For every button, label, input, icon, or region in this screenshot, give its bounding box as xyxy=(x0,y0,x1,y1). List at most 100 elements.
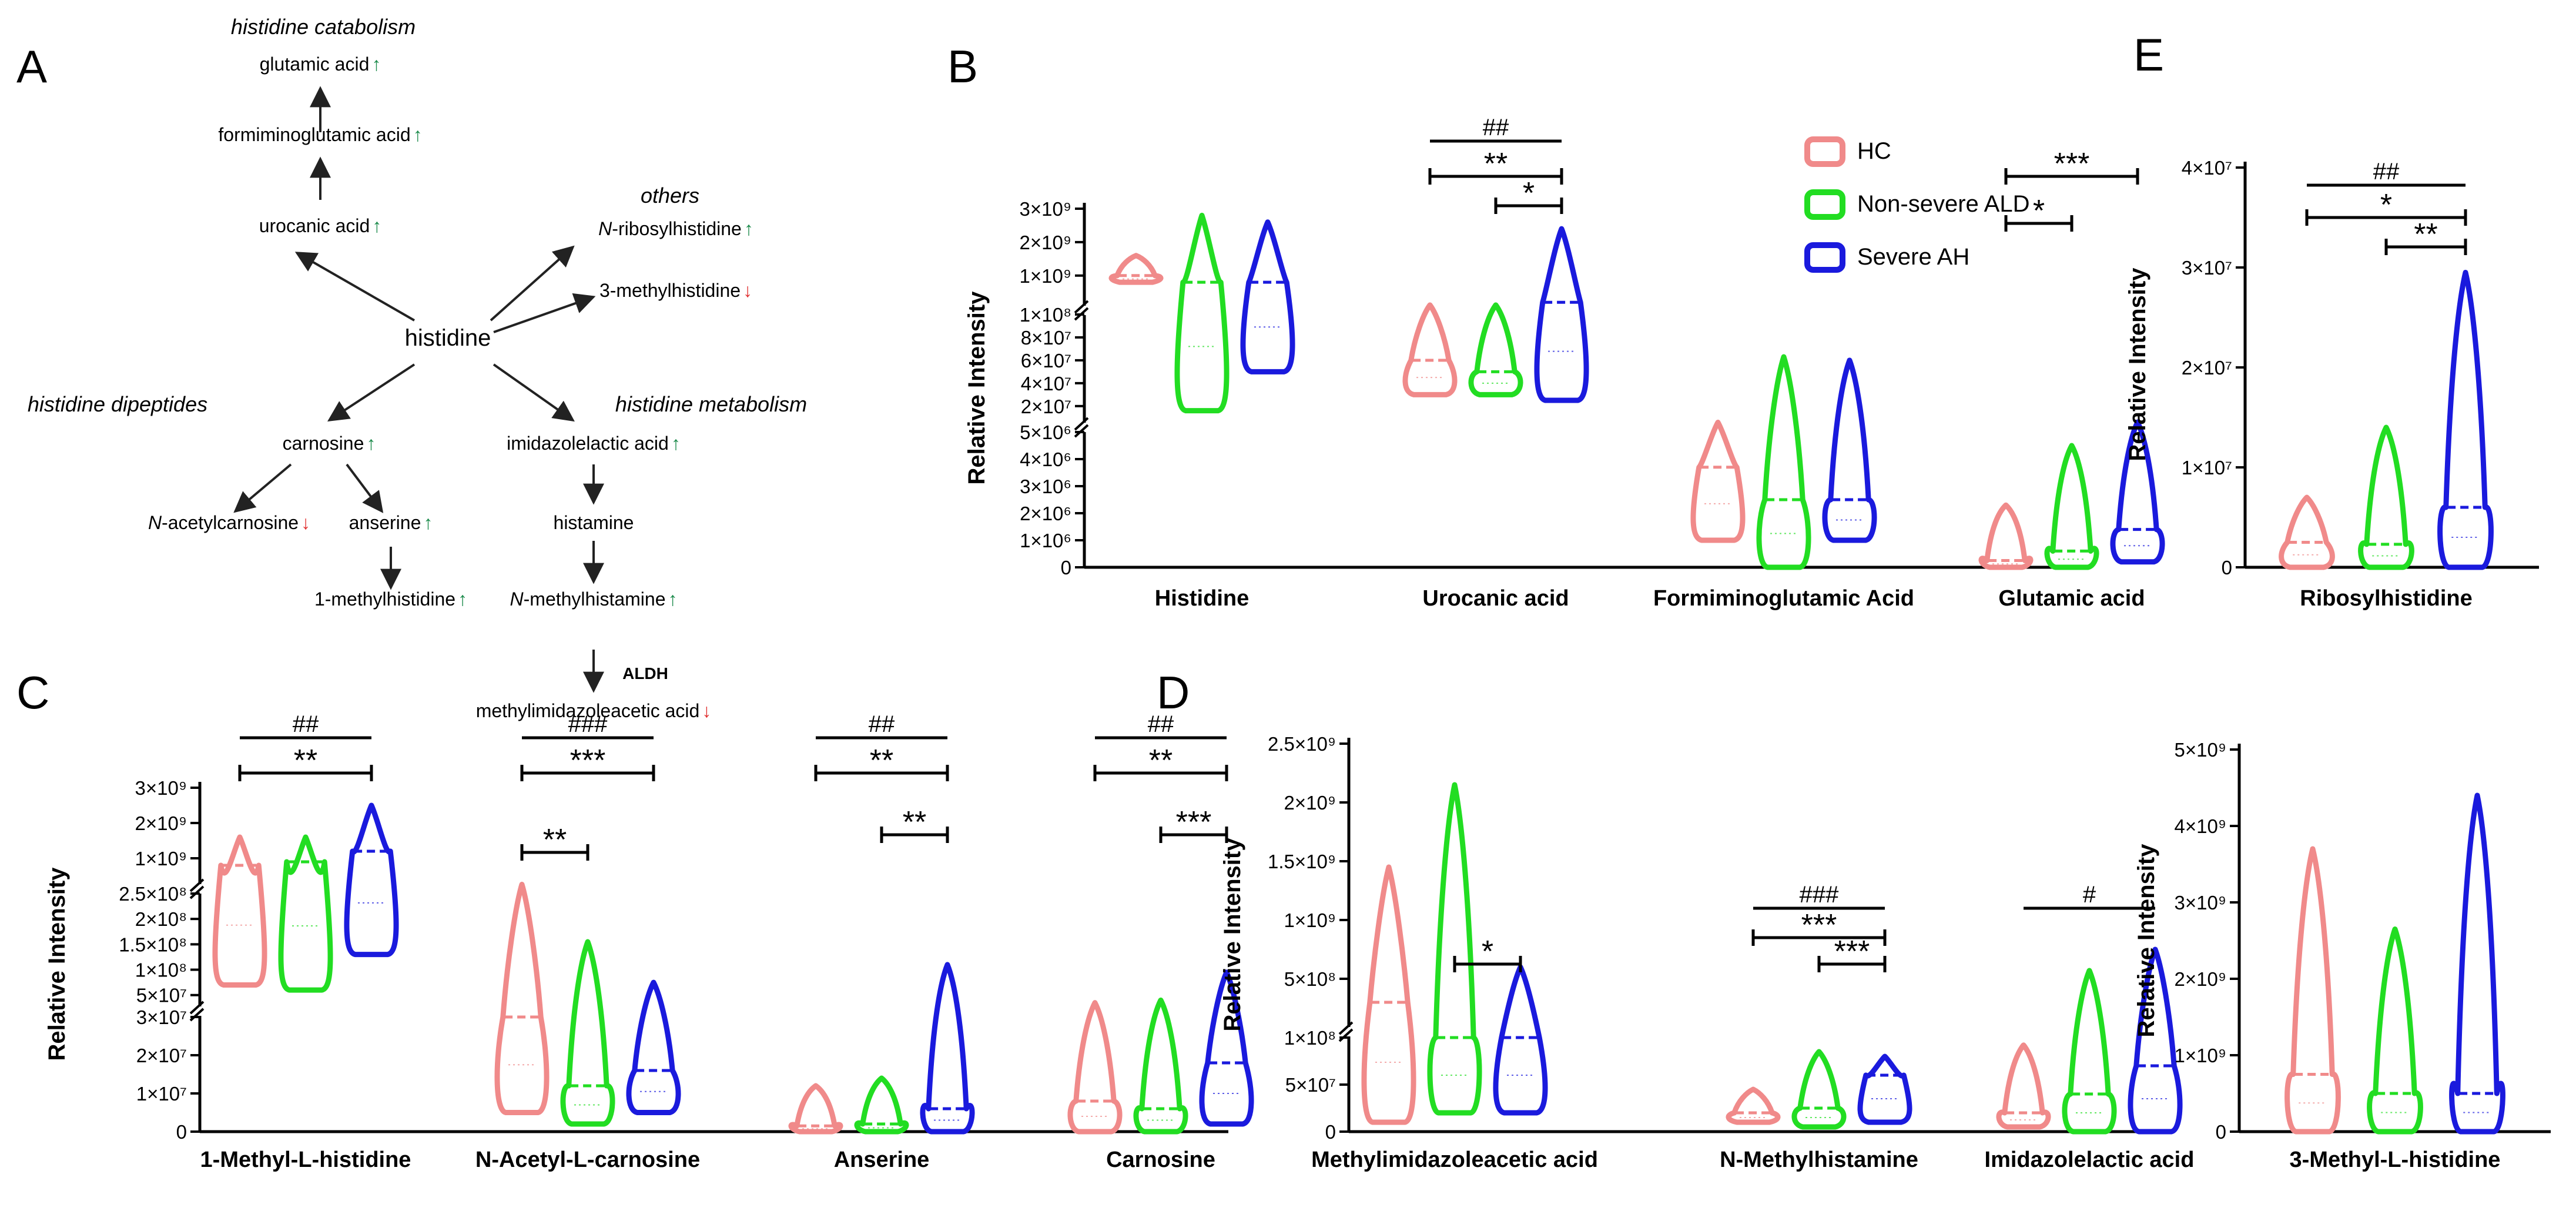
violin-nonsevere xyxy=(278,834,333,993)
arrow-his-3methyl xyxy=(493,293,596,333)
chart-D: 0 5×10⁷ 1×10⁸ 5×10⁸ 1×10⁹ 1.5×10⁹ 2×10⁹ 2.5×10⁹… xyxy=(1220,733,2194,1172)
significance-label: # xyxy=(2083,882,2096,908)
category-label: Ribosylhistidine xyxy=(2300,586,2472,611)
significance-label: ## xyxy=(1148,711,1174,737)
significance-label: ** xyxy=(543,823,567,857)
y-tick-label: 2×10⁷ xyxy=(136,1045,187,1066)
arrow-his-carnosine xyxy=(327,363,416,421)
violin-hc xyxy=(1978,502,2034,570)
violin-hc xyxy=(1067,1000,1123,1135)
pathway-node-anserine: anserine ↑ xyxy=(349,512,433,533)
y-axis-label: Relative Intensity xyxy=(2125,267,2150,461)
title-metabolism: histidine metabolism xyxy=(615,392,807,416)
violin-nonsevere xyxy=(1756,354,1811,570)
y-tick-label: 4×10⁷ xyxy=(1021,373,1071,394)
y-axis-label: Relative Intensity xyxy=(1220,838,1245,1032)
legend-label-severe: Severe AH xyxy=(1857,244,1969,270)
y-tick-label: 8×10⁷ xyxy=(1021,327,1071,349)
violin-nonsevere xyxy=(1468,302,1523,397)
category-label: Imidazolelactic acid xyxy=(1985,1148,2195,1172)
y-tick-label: 4×10⁶ xyxy=(1020,449,1071,470)
y-tick-label: 1×10⁹ xyxy=(2175,1045,2226,1066)
y-tick-label: 2×10⁷ xyxy=(1021,396,1071,417)
y-tick-label: 3×10⁷ xyxy=(2182,257,2232,279)
title-catabolism: histidine catabolism xyxy=(231,15,416,39)
violin-nonsevere xyxy=(1133,997,1188,1135)
y-tick-label: 2.5×10⁸ xyxy=(119,883,187,905)
category-label: Glutamic acid xyxy=(1998,586,2145,611)
legend-swatch-severe xyxy=(1804,242,1845,273)
violin-nonsevere xyxy=(2367,926,2423,1135)
significance-label: ** xyxy=(1484,147,1508,181)
category-label: Anserine xyxy=(834,1148,930,1172)
panel-letter-d: D xyxy=(1157,667,1190,718)
y-tick-label: 2×10⁹ xyxy=(1284,792,1336,814)
violin-nonsevere xyxy=(1791,1049,1847,1130)
enzyme-label: ALDH xyxy=(622,664,668,683)
chart-B: 0 1×10⁶ 2×10⁶ 3×10⁶ 4×10⁶ 5×10⁶ 2×10⁷4×10⁷6×10… xyxy=(964,115,2165,611)
y-tick-label: 1.5×10⁹ xyxy=(1268,851,1336,872)
y-tick-label: 5×10⁹ xyxy=(2175,739,2226,761)
y-tick-label: 3×10⁹ xyxy=(2175,892,2226,914)
y-tick-label: 2×10⁸ xyxy=(135,908,187,930)
y-tick-label: 1×10⁸ xyxy=(1020,304,1071,326)
y-axis-label: Relative Intensity xyxy=(2133,844,2159,1038)
violin-severe xyxy=(1493,964,1548,1116)
legend-label-nonsevere: Non-severe ALD xyxy=(1857,191,2029,217)
violin-hc xyxy=(1690,419,1746,543)
violin-nonsevere xyxy=(1174,212,1230,414)
violin-severe xyxy=(626,979,681,1115)
violin-hc xyxy=(1108,253,1164,285)
axis-break-mark xyxy=(189,1008,205,1022)
significance-label: * xyxy=(1482,935,1493,969)
violin-hc xyxy=(1726,1086,1781,1125)
significance-label: ## xyxy=(2373,159,2400,185)
y-tick-label: 1×10⁷ xyxy=(136,1083,187,1105)
arrow-his-urocanic xyxy=(294,252,415,322)
significance-label: *** xyxy=(1176,805,1212,839)
chart-E: 0 1×10⁷ 2×10⁷ 3×10⁷ 4×10⁷ Relative Intensity R… xyxy=(2125,157,2539,611)
violin-hc xyxy=(212,834,267,988)
legend-label-hc: HC xyxy=(1857,138,1891,164)
y-tick-label: 3×10⁹ xyxy=(1020,198,1071,220)
y-tick-label: 1×10⁹ xyxy=(135,848,187,869)
significance-label: *** xyxy=(1834,935,1870,969)
arrow-his-ribosyl xyxy=(490,245,575,322)
violin-hc xyxy=(788,1083,843,1135)
y-tick-label: 2×10⁹ xyxy=(1020,232,1071,253)
y-tick-label: 5×10⁷ xyxy=(136,985,187,1006)
y-tick-label: 1.5×10⁸ xyxy=(119,934,187,955)
significance-label: ** xyxy=(903,805,926,839)
category-label: Histidine xyxy=(1155,586,1249,611)
chart-D2: 0 1×10⁹ 2×10⁹ 3×10⁹ 4×10⁹ 5×10⁹ Relative Inten… xyxy=(2133,739,2551,1172)
significance-label: ** xyxy=(2414,218,2437,252)
pathway-diagram: histidine catabolism others histidine di… xyxy=(28,15,807,721)
arrow-carnosine-acetyl xyxy=(233,463,292,513)
axis-break-mark xyxy=(1338,1021,1354,1035)
y-tick-label: 6×10⁷ xyxy=(1021,350,1071,372)
violin-severe xyxy=(1534,226,1589,403)
y-tick-label: 5×10⁸ xyxy=(1284,968,1336,990)
legend: HC Non-severe ALD Severe AH xyxy=(1804,136,2029,273)
y-tick-label: 3×10⁹ xyxy=(135,777,187,799)
category-label: Formiminoglutamic Acid xyxy=(1653,586,1914,611)
y-tick-label: 3×10⁷ xyxy=(136,1006,187,1028)
pathway-node-glutamic: glutamic acid ↑ xyxy=(260,53,381,75)
y-tick-label: 2×10⁹ xyxy=(135,812,187,834)
y-tick-label: 0 xyxy=(1061,557,1071,578)
category-label: Methylimidazoleacetic acid xyxy=(1311,1148,1598,1172)
significance-label: *** xyxy=(570,744,606,778)
y-tick-label: 4×10⁷ xyxy=(2182,157,2232,179)
significance-label: * xyxy=(2033,194,2045,228)
y-tick-label: 3×10⁶ xyxy=(1020,476,1071,497)
violin-hc xyxy=(1996,1042,2051,1130)
y-tick-label: 4×10⁹ xyxy=(2175,815,2226,837)
arrow-carnosine-anserine xyxy=(346,463,384,513)
pathway-node-formimino: formiminoglutamic acid ↑ xyxy=(218,124,422,145)
y-tick-label: 1×10⁶ xyxy=(1020,530,1071,551)
y-tick-label: 0 xyxy=(2216,1121,2226,1143)
violin-severe xyxy=(920,962,975,1135)
title-dipeptides: histidine dipeptides xyxy=(28,392,207,416)
